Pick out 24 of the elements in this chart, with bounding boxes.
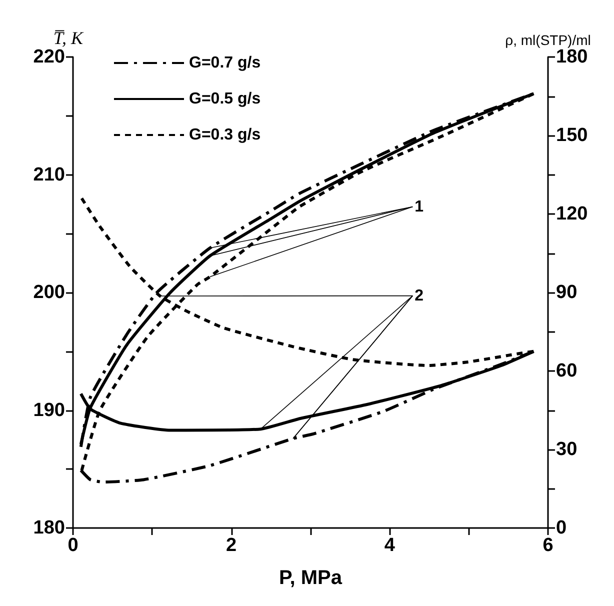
x-tick-label: 0 [68,535,78,556]
y-tick-label: 200 [33,282,65,303]
y-axis-title: T̅, K [53,28,84,48]
y-tick-label: 180 [33,518,65,538]
legend-label: G=0.5 g/s [189,90,261,108]
y2-tick-label: 30 [556,439,578,460]
y2-tick-label: 90 [556,282,578,303]
x-tick-label: 2 [226,535,237,556]
x-tick-label: 6 [542,535,554,556]
y-tick-label: 190 [33,400,65,421]
legend-label: G=0.3 g/s [189,126,261,144]
y-tick-label: 220 [33,46,65,68]
y2-tick-label: 0 [556,518,567,538]
y-tick-label: 210 [33,164,65,186]
y2-tick-label: 120 [556,204,588,224]
legend-label: G=0.7 g/s [189,54,261,72]
y2-axis-title: ρ, ml(STP)/ml [505,32,591,48]
x-tick-label: 4 [384,535,396,556]
annotation: 1 [414,198,424,216]
x-axis-title: P, MPa [279,567,343,589]
y2-tick-label: 180 [556,46,588,68]
y2-tick-label: 150 [556,125,588,146]
y2-tick-label: 60 [556,360,578,382]
annotation: 2 [414,287,424,304]
